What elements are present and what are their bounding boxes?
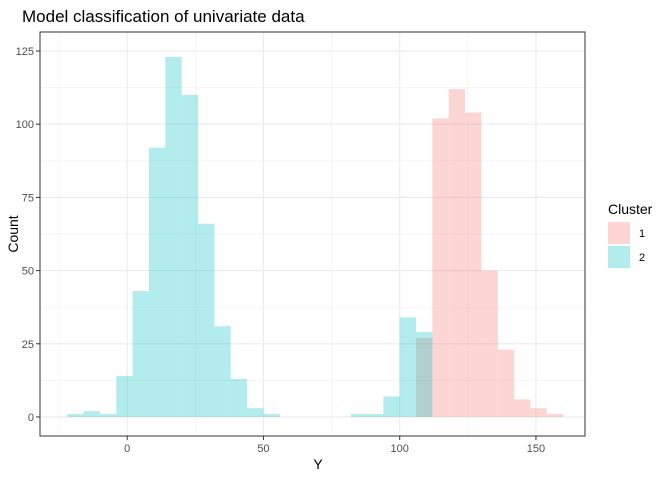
grid-lines bbox=[40, 32, 585, 436]
bar-cluster-2 bbox=[383, 396, 400, 417]
y-tick-label: 0 bbox=[28, 412, 34, 424]
bar-cluster-2 bbox=[132, 291, 149, 417]
bar-cluster-2 bbox=[83, 411, 100, 417]
bar-cluster-2 bbox=[149, 147, 166, 417]
y-tick-label: 125 bbox=[16, 46, 34, 58]
bar-cluster-1 bbox=[514, 399, 531, 417]
bar-cluster-1 bbox=[481, 270, 498, 417]
legend-label-2: 2 bbox=[639, 252, 645, 264]
legend-title: Cluster bbox=[608, 201, 653, 217]
bar-cluster-1 bbox=[497, 349, 515, 417]
bar-cluster-2 bbox=[350, 414, 367, 417]
bar-cluster-2 bbox=[198, 223, 215, 417]
bar-cluster-2 bbox=[214, 326, 231, 417]
bar-cluster-2 bbox=[399, 317, 417, 417]
bar-cluster-1 bbox=[448, 89, 466, 417]
bar-cluster-2 bbox=[416, 332, 433, 417]
x-tick-label: 50 bbox=[257, 443, 269, 455]
x-tick-label: 150 bbox=[527, 443, 545, 455]
plot-panel bbox=[39, 31, 586, 437]
bar-cluster-2 bbox=[230, 378, 248, 417]
y-axis-title: Count bbox=[5, 215, 21, 252]
chart-title: Model classification of univariate data bbox=[22, 7, 305, 26]
legend-label-1: 1 bbox=[639, 228, 645, 240]
bar-cluster-1 bbox=[530, 408, 547, 417]
x-axis-title: Y bbox=[313, 456, 323, 472]
legend: Cluster 1 2 bbox=[608, 201, 653, 268]
histogram-bars bbox=[67, 56, 564, 417]
x-axis: 0 50 100 150 bbox=[124, 436, 545, 455]
x-tick-label: 100 bbox=[391, 443, 409, 455]
y-tick-label: 25 bbox=[22, 339, 34, 351]
legend-key-1 bbox=[608, 222, 630, 244]
bar-cluster-2 bbox=[165, 56, 182, 417]
bar-cluster-2 bbox=[116, 375, 133, 417]
bar-cluster-2 bbox=[181, 94, 199, 417]
y-axis: 0 25 50 75 100 125 bbox=[16, 46, 40, 424]
bar-cluster-2 bbox=[263, 414, 280, 417]
bar-cluster-1 bbox=[465, 112, 482, 417]
bar-cluster-2 bbox=[247, 408, 264, 417]
bar-cluster-1 bbox=[546, 414, 564, 417]
bar-cluster-1 bbox=[416, 337, 433, 417]
bar-cluster-1 bbox=[432, 118, 449, 417]
bar-cluster-2 bbox=[99, 414, 117, 417]
bar-cluster-2 bbox=[367, 414, 384, 417]
y-tick-label: 75 bbox=[22, 192, 34, 204]
y-tick-label: 50 bbox=[22, 266, 34, 278]
y-tick-label: 100 bbox=[16, 119, 34, 131]
bar-cluster-2 bbox=[67, 414, 84, 417]
x-tick-label: 0 bbox=[124, 443, 130, 455]
legend-key-2 bbox=[608, 246, 630, 268]
